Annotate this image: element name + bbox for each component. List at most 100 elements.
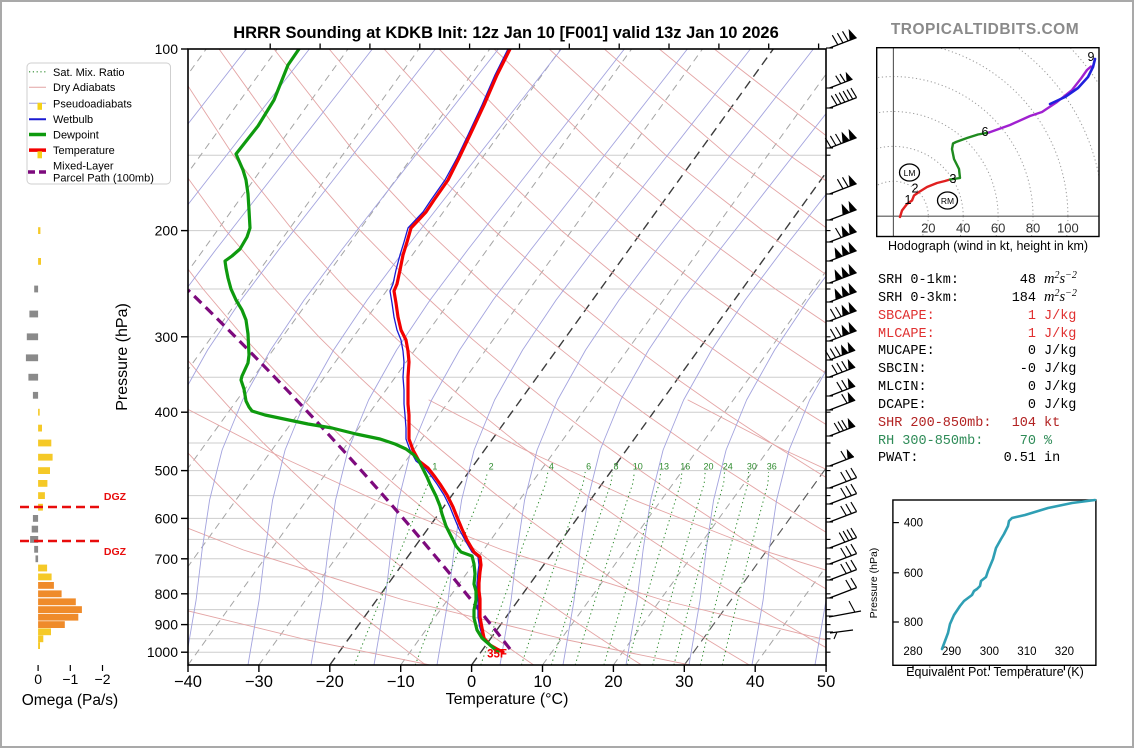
svg-text:Temperature (°C): Temperature (°C) — [446, 691, 569, 708]
svg-text:900: 900 — [155, 617, 179, 633]
svg-text:200: 200 — [155, 223, 179, 239]
svg-text:1: 1 — [1028, 327, 1036, 342]
svg-text:−1: −1 — [62, 671, 78, 687]
svg-text:4: 4 — [549, 462, 554, 472]
svg-text:SBCAPE:: SBCAPE: — [878, 309, 935, 324]
svg-text:9: 9 — [1088, 50, 1095, 64]
svg-text:1: 1 — [1028, 309, 1036, 324]
svg-text:35F: 35F — [487, 649, 507, 661]
svg-text:Pressure (hPa): Pressure (hPa) — [114, 303, 131, 411]
svg-text:PWAT:: PWAT: — [878, 451, 919, 466]
svg-text:300: 300 — [980, 646, 999, 658]
svg-text:300: 300 — [155, 329, 179, 345]
svg-text:SRH 0-3km:: SRH 0-3km: — [878, 291, 959, 306]
svg-text:20: 20 — [703, 462, 713, 472]
svg-text:184: 184 — [1012, 291, 1036, 306]
svg-text:Temperature: Temperature — [53, 145, 115, 157]
svg-text:SHR 200-850mb:: SHR 200-850mb: — [878, 416, 991, 431]
svg-text:40: 40 — [956, 221, 970, 236]
svg-text:SBCIN:: SBCIN: — [878, 362, 927, 377]
svg-text:Mixed-Layer: Mixed-Layer — [53, 161, 114, 173]
svg-text:40: 40 — [746, 673, 764, 691]
svg-text:280: 280 — [903, 646, 922, 658]
svg-text:100: 100 — [1057, 221, 1079, 236]
svg-text:kt: kt — [1044, 416, 1060, 431]
svg-text:1000: 1000 — [147, 644, 178, 660]
svg-text:20: 20 — [921, 221, 935, 236]
svg-text:30: 30 — [747, 462, 757, 472]
svg-text:6: 6 — [586, 462, 591, 472]
svg-text:Wetbulb: Wetbulb — [53, 114, 93, 126]
svg-text:13: 13 — [659, 462, 669, 472]
svg-text:600: 600 — [904, 568, 923, 580]
svg-text:30: 30 — [675, 673, 693, 691]
svg-text:1: 1 — [905, 193, 912, 207]
svg-text:−40: −40 — [174, 673, 202, 691]
svg-text:−30: −30 — [245, 673, 273, 691]
svg-text:8: 8 — [613, 462, 618, 472]
svg-text:J/kg: J/kg — [1044, 309, 1076, 324]
svg-text:−10: −10 — [387, 673, 415, 691]
svg-text:HRRR Sounding at KDKB Init: 12: HRRR Sounding at KDKB Init: 12z Jan 10 [… — [233, 24, 779, 42]
svg-text:J/kg: J/kg — [1044, 327, 1076, 342]
svg-text:2: 2 — [912, 182, 919, 196]
svg-text:RM: RM — [941, 196, 954, 206]
svg-text:MLCIN:: MLCIN: — [878, 380, 927, 395]
svg-text:10: 10 — [533, 673, 551, 691]
svg-text:600: 600 — [155, 510, 179, 526]
svg-text:DCAPE:: DCAPE: — [878, 398, 927, 413]
svg-text:0: 0 — [1028, 344, 1036, 359]
svg-text:320: 320 — [1055, 646, 1074, 658]
svg-text:MLCAPE:: MLCAPE: — [878, 327, 935, 342]
svg-text:DGZ: DGZ — [104, 491, 127, 503]
svg-text:10: 10 — [633, 462, 643, 472]
svg-text:Pressure (hPa): Pressure (hPa) — [868, 548, 880, 619]
svg-text:800: 800 — [155, 586, 179, 602]
svg-text:50: 50 — [817, 673, 835, 691]
svg-text:2: 2 — [489, 462, 494, 472]
svg-text:TROPICALTIDBITS.COM: TROPICALTIDBITS.COM — [891, 21, 1079, 38]
svg-text:0: 0 — [1028, 398, 1036, 413]
svg-text:−2: −2 — [95, 671, 111, 687]
svg-text:60: 60 — [991, 221, 1005, 236]
svg-text:700: 700 — [155, 551, 179, 567]
svg-text:1: 1 — [432, 462, 437, 472]
svg-text:36: 36 — [767, 462, 777, 472]
svg-text:Dewpoint: Dewpoint — [53, 130, 99, 142]
svg-text:J/kg: J/kg — [1044, 362, 1076, 377]
svg-text:100: 100 — [155, 41, 179, 57]
svg-text:J/kg: J/kg — [1044, 380, 1076, 395]
svg-text:J/kg: J/kg — [1044, 344, 1076, 359]
svg-text:MUCAPE:: MUCAPE: — [878, 344, 935, 359]
svg-text:LM: LM — [904, 168, 916, 178]
svg-text:0: 0 — [1028, 380, 1036, 395]
svg-text:Sat. Mix. Ratio: Sat. Mix. Ratio — [53, 67, 125, 79]
svg-text:24: 24 — [723, 462, 733, 472]
svg-text:Omega (Pa/s): Omega (Pa/s) — [22, 692, 118, 709]
svg-text:310: 310 — [1017, 646, 1036, 658]
svg-text:SRH 0-1km:: SRH 0-1km: — [878, 273, 959, 288]
svg-text:in: in — [1044, 451, 1060, 466]
svg-text:Equivalent Pot. Temperature (K: Equivalent Pot. Temperature (K) — [906, 665, 1084, 679]
svg-text:20: 20 — [604, 673, 622, 691]
svg-text:Pseudoadiabats: Pseudoadiabats — [53, 98, 132, 110]
svg-text:16: 16 — [680, 462, 690, 472]
svg-text:Parcel Path (100mb): Parcel Path (100mb) — [53, 173, 154, 185]
svg-text:70: 70 — [1020, 434, 1036, 449]
svg-text:48: 48 — [1020, 273, 1036, 288]
svg-text:500: 500 — [155, 463, 179, 479]
svg-text:3: 3 — [950, 172, 957, 186]
svg-text:290: 290 — [942, 646, 961, 658]
svg-text:-0: -0 — [1020, 362, 1036, 377]
svg-text:RH 300-850mb:: RH 300-850mb: — [878, 434, 983, 449]
svg-text:DGZ: DGZ — [104, 546, 127, 558]
svg-text:J/kg: J/kg — [1044, 398, 1076, 413]
svg-text:80: 80 — [1026, 221, 1040, 236]
svg-text:400: 400 — [155, 404, 179, 420]
svg-text:104: 104 — [1012, 416, 1036, 431]
svg-text:0: 0 — [467, 673, 476, 691]
svg-text:0.51: 0.51 — [1004, 451, 1036, 466]
svg-text:0: 0 — [34, 671, 42, 687]
svg-text:Hodograph (wind in kt, height: Hodograph (wind in kt, height in km) — [888, 239, 1088, 253]
svg-text:800: 800 — [904, 617, 923, 629]
